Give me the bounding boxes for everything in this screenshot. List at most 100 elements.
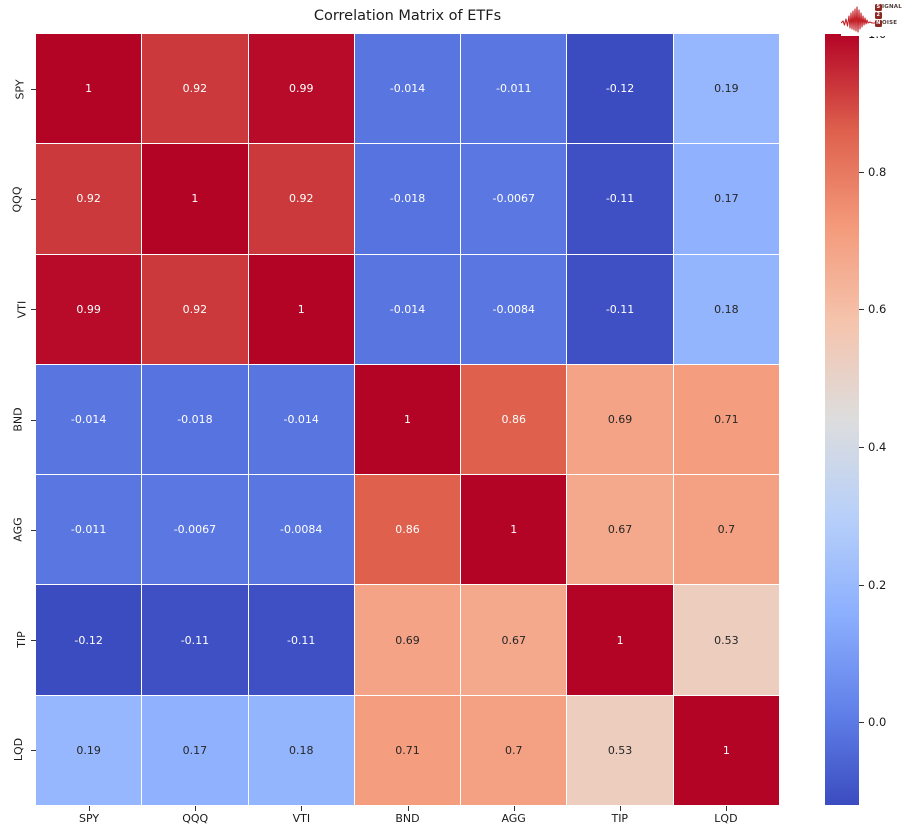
y-tick-label-SPY: SPY [13,79,27,100]
logo-row-2: 2 [875,12,902,19]
y-tick-label-VTI: VTI [14,300,28,319]
heatmap-cell-SPY-SPY: 1 [36,34,142,144]
heatmap-cell-AGG-BND: 0.86 [354,475,461,585]
x-tick-label-QQQ: QQQ [182,812,209,825]
y-tick-label-AGG: AGG [11,517,25,542]
x-tick-label-BND: BND [395,812,420,825]
heatmap-cell-LQD-LQD: 1 [673,695,779,805]
heatmap-cell-VTI-QQQ: 0.92 [142,254,248,364]
heatmap-cell-SPY-AGG: -0.011 [461,34,567,144]
y-axis-tick [31,749,36,751]
colorbar-tick-label-0.0: 0.0 [868,715,887,730]
heatmap-cell-AGG-QQQ: -0.0067 [142,475,248,585]
colorbar-tick-label-0.4: 0.4 [868,440,887,455]
colorbar-tick-label-0.2: 0.2 [868,577,887,592]
heatmap-cell-LQD-TIP: 0.53 [567,695,673,805]
logo-badge-2: 2 [875,12,882,19]
heatmap-cell-QQQ-LQD: 0.17 [673,144,779,254]
logo-row-signal: S IGNAL [875,4,902,11]
y-tick-label-LQD: LQD [11,738,25,762]
heatmap-cell-BND-LQD: 0.71 [673,364,779,475]
y-axis-tick [31,419,36,421]
x-tick-label-TIP: TIP [611,812,629,825]
y-axis-tick [31,89,36,91]
heatmap-cell-TIP-QQQ: -0.11 [142,585,248,695]
heatmap-cell-BND-BND: 1 [354,364,461,475]
heatmap-grid: 1 0.92 0.99 -0.014 -0.011 -0.12 0.19 0.92 1 0.92-… [36,34,779,805]
heatmap-cell-SPY-BND: -0.014 [354,34,461,144]
heatmap-cell-BND-AGG: 0.86 [461,364,567,475]
x-axis-tick [725,806,727,811]
y-tick-label-BND: BND [11,407,25,432]
x-axis-tick [619,806,621,811]
heatmap-cell-LQD-VTI: 0.18 [248,695,354,805]
heatmap-cell-TIP-BND: 0.69 [354,585,461,695]
heatmap-cell-SPY-QQQ: 0.92 [142,34,248,144]
x-axis-tick [195,806,197,811]
chart-title: Correlation Matrix of ETFs [313,8,502,24]
heatmap-cell-QQQ-VTI: 0.92 [248,144,354,254]
x-axis-tick [407,806,409,811]
heatmap-cell-QQQ-SPY: 0.92 [36,144,142,254]
colorbar-tick [859,722,864,724]
colorbar-tick [859,171,864,173]
x-axis-tick [513,806,515,811]
brand-logo-text: S IGNAL 2 N OISE [875,3,902,27]
heatmap-cell-BND-QQQ: -0.018 [142,364,248,475]
x-tick-label-LQD: LQD [714,812,738,825]
heatmap-cell-QQQ-TIP: -0.11 [567,144,673,254]
heatmap-cell-AGG-AGG: 1 [461,475,567,585]
x-axis-tick [89,806,91,811]
y-axis-tick [31,529,36,531]
colorbar-tick-label-0.6: 0.6 [868,302,887,317]
heatmap-cell-BND-TIP: 0.69 [567,364,673,475]
logo-badge-s: S [875,4,882,11]
heatmap-cell-AGG-LQD: 0.7 [673,475,779,585]
colorbar-tick [859,584,864,586]
heatmap-cell-VTI-VTI: 1 [248,254,354,364]
heatmap-cell-TIP-AGG: 0.67 [461,585,567,695]
heatmap-cell-SPY-TIP: -0.12 [567,34,673,144]
heatmap-cell-VTI-LQD: 0.18 [673,254,779,364]
heatmap-cell-SPY-VTI: 0.99 [248,34,354,144]
colorbar-tick [859,309,864,311]
y-axis-tick [31,639,36,641]
logo-suffix-ignal: IGNAL [882,3,902,10]
x-tick-label-SPY: SPY [79,812,100,825]
colorbar-tick-label-0.8: 0.8 [868,164,887,179]
heatmap-cell-QQQ-BND: -0.018 [354,144,461,254]
heatmap-cell-TIP-LQD: 0.53 [673,585,779,695]
heatmap-cell-VTI-SPY: 0.99 [36,254,142,364]
brand-logo: S IGNAL 2 N OISE [841,0,904,36]
heatmap-cell-AGG-VTI: -0.0084 [248,475,354,585]
y-tick-label-QQQ: QQQ [10,186,24,213]
heatmap-cell-BND-SPY: -0.014 [36,364,142,475]
colorbar-gradient [825,34,859,805]
x-tick-label-VTI: VTI [292,812,311,825]
heatmap-cell-QQQ-AGG: -0.0067 [461,144,567,254]
heatmap-cell-LQD-AGG: 0.7 [461,695,567,805]
waveform-icon [841,6,875,33]
y-axis-tick [31,309,36,311]
heatmap-cell-TIP-SPY: -0.12 [36,585,142,695]
heatmap-cell-SPY-LQD: 0.19 [673,34,779,144]
heatmap-cell-LQD-QQQ: 0.17 [142,695,248,805]
x-axis-tick [301,806,303,811]
heatmap-cell-LQD-BND: 0.71 [354,695,461,805]
y-tick-label-TIP: TIP [15,631,29,649]
heatmap-cell-BND-VTI: -0.014 [248,364,354,475]
heatmap-cell-TIP-VTI: -0.11 [248,585,354,695]
heatmap-cell-AGG-TIP: 0.67 [567,475,673,585]
heatmap-cell-VTI-BND: -0.014 [354,254,461,364]
y-axis-tick [31,199,36,201]
colorbar-tick [859,447,864,449]
heatmap-cell-VTI-AGG: -0.0084 [461,254,567,364]
heatmap-cell-QQQ-QQQ: 1 [142,144,248,254]
heatmap-cell-VTI-TIP: -0.11 [567,254,673,364]
heatmap-cell-AGG-SPY: -0.011 [36,475,142,585]
logo-badge-n: N [875,20,882,27]
logo-row-noise: N OISE [875,20,902,27]
logo-suffix-oise: OISE [882,19,898,26]
heatmap-cell-TIP-TIP: 1 [567,585,673,695]
